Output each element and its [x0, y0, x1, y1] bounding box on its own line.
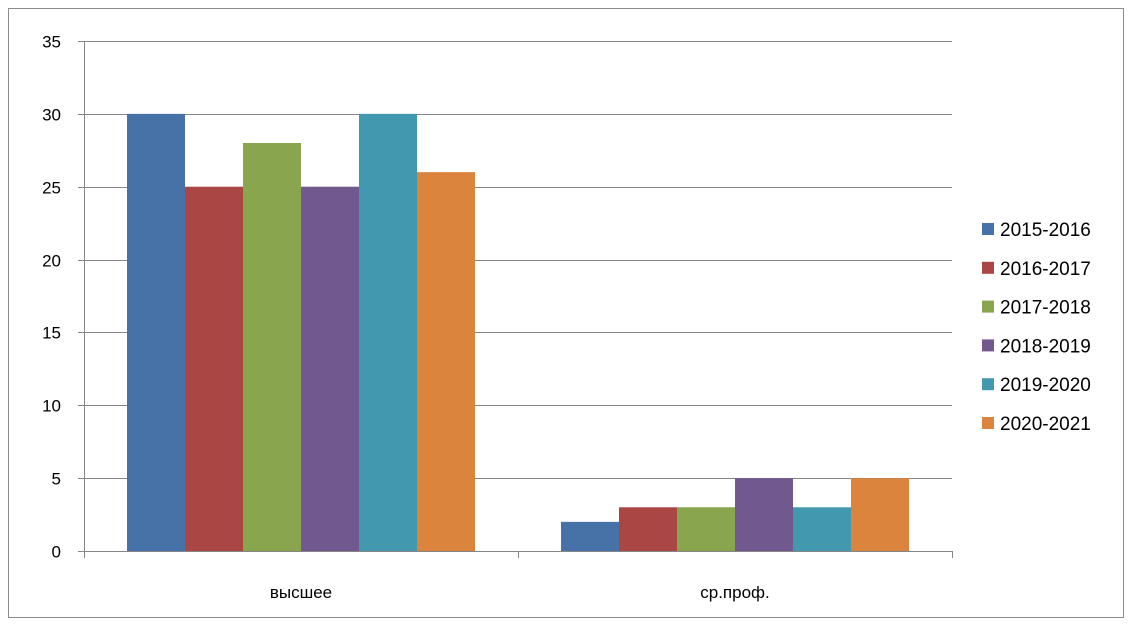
- bar-2016-2017-высшее: [185, 186, 243, 551]
- y-tick-label: 20: [42, 252, 61, 271]
- bars: [127, 113, 909, 551]
- legend-label: 2016-2017: [1000, 259, 1091, 280]
- legend-swatch: [982, 300, 994, 313]
- bar-2016-2017-ср.проф.: [619, 507, 677, 551]
- bar-2015-2016-ср.проф.: [561, 521, 619, 551]
- y-tick-label: 30: [42, 106, 61, 125]
- legend-swatch: [982, 261, 994, 274]
- y-tick-label: 10: [42, 397, 61, 416]
- y-tick-label: 0: [52, 543, 61, 562]
- legend-swatch: [982, 417, 994, 429]
- legend-swatch: [982, 223, 994, 235]
- legend-swatch: [982, 378, 994, 391]
- y-tick-label: 25: [42, 179, 61, 198]
- legend-swatch: [982, 339, 994, 352]
- bar-2018-2019-высшее: [301, 186, 359, 551]
- bar-2018-2019-ср.проф.: [735, 478, 793, 551]
- bar-2019-2020-высшее: [359, 113, 417, 551]
- bar-2015-2016-высшее: [127, 113, 185, 551]
- legend-label: 2019-2020: [1000, 375, 1091, 396]
- bar-2017-2018-ср.проф.: [677, 507, 735, 551]
- bar-2017-2018-высшее: [243, 143, 301, 551]
- legend: 2015-2016 2016-2017 2017-2018 2018-2019 2019…: [982, 220, 1091, 435]
- y-tick-label: 35: [42, 33, 61, 52]
- y-tick-label: 5: [52, 470, 61, 489]
- x-tick-label: ср.проф.: [700, 583, 770, 602]
- axes: 0 5 10 15 20 25 30 35 высшее ср.проф.: [42, 33, 953, 602]
- x-tick-label: высшее: [270, 583, 332, 602]
- legend-label: 2020-2021: [1000, 414, 1091, 435]
- legend-label: 2017-2018: [1000, 298, 1091, 319]
- bar-2020-2021-ср.проф.: [851, 478, 909, 551]
- legend-label: 2015-2016: [1000, 220, 1091, 241]
- bar-2020-2021-высшее: [417, 172, 475, 551]
- legend-label: 2018-2019: [1000, 336, 1091, 357]
- bar-2019-2020-ср.проф.: [793, 507, 851, 551]
- y-tick-label: 15: [42, 324, 61, 343]
